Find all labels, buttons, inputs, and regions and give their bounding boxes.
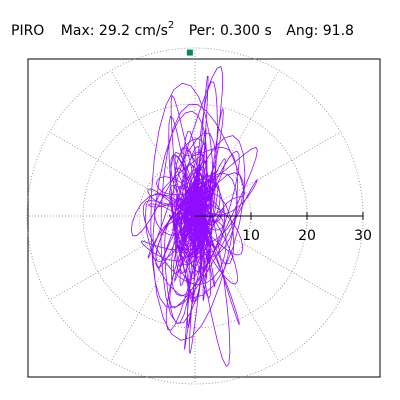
- plot-frame: [27, 58, 381, 378]
- max-unit: cm/s: [134, 22, 168, 39]
- grid-spoke: [110, 70, 196, 217]
- max-value: 29.2: [98, 22, 131, 39]
- angle-label: Ang:: [286, 22, 319, 39]
- radial-tick-label: 20: [298, 228, 316, 244]
- max-label: Max:: [60, 22, 95, 39]
- grid-spoke: [49, 215, 196, 301]
- max-marker: [186, 49, 193, 56]
- radial-tick-label: 10: [242, 228, 260, 244]
- period-label: Per:: [188, 22, 216, 39]
- particle-motion-trace: [130, 66, 258, 368]
- radial-tick-label: 30: [354, 228, 372, 244]
- period-value: 0.300 s: [219, 22, 272, 39]
- radial-axis: 10 20 30: [195, 212, 372, 244]
- station-name: PIRO: [11, 22, 45, 39]
- max-unit-exponent: 2: [167, 20, 175, 31]
- chart-title: PIRO Max: 29.2 cm/s2 Per: 0.300 s Ang: 9…: [11, 16, 354, 39]
- grid-spoke: [194, 131, 341, 217]
- max-amplitude-point: [186, 49, 193, 56]
- angle-value: 91.8: [322, 22, 354, 39]
- trace-path: [130, 66, 258, 368]
